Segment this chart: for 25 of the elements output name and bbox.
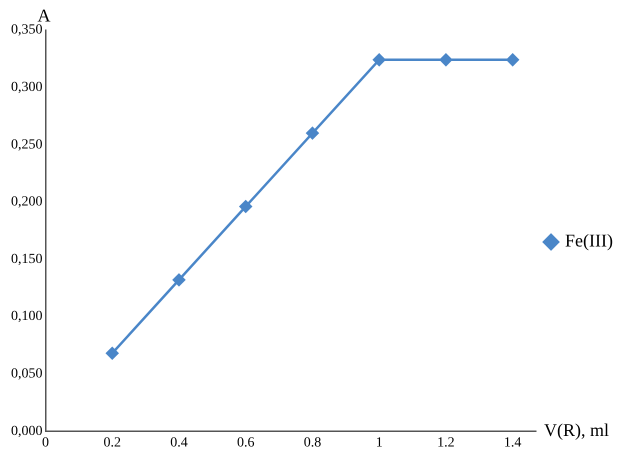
y-tick-label: 0,300 — [11, 80, 42, 95]
x-tick-label: 0.2 — [103, 435, 121, 450]
y-tick-label: 0,200 — [11, 194, 42, 210]
point — [106, 347, 118, 360]
x-tick-label: 1.2 — [437, 435, 455, 450]
y-tick-label: 0,150 — [11, 252, 42, 267]
y-tick-label: 0,250 — [11, 137, 42, 152]
x-tick-label: 0.8 — [304, 435, 322, 450]
y-tick-label: 0,000 — [11, 424, 42, 439]
legend-label: Fe(III) — [565, 230, 614, 251]
x-axis-title: V(R), ml — [544, 420, 610, 440]
x-tick-label: 1.4 — [504, 435, 522, 450]
y-tick-label: 0,100 — [11, 309, 42, 324]
x-tick-label: 0.6 — [236, 435, 254, 450]
y-tick-label: 0,350 — [11, 22, 42, 38]
point — [440, 54, 452, 66]
x-tick-label: 0.4 — [170, 435, 188, 450]
y-tick-label: 0,050 — [11, 366, 42, 382]
point — [306, 126, 319, 140]
point — [172, 274, 186, 286]
x-tick-label: 0 — [42, 435, 49, 450]
point — [506, 54, 519, 66]
point — [239, 200, 252, 213]
x-tick-label: 1 — [376, 435, 383, 450]
point — [372, 54, 386, 66]
